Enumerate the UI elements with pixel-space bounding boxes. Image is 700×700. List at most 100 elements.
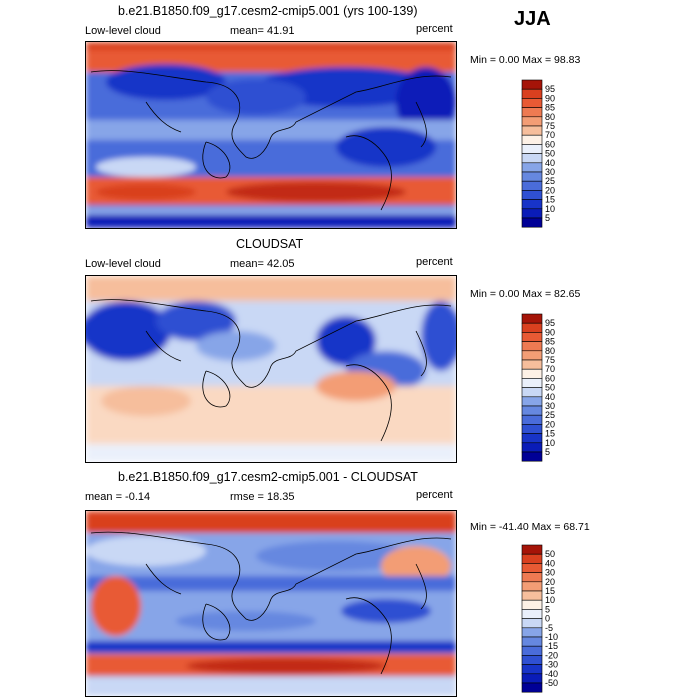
colorbar-tick-label: 10 xyxy=(545,204,555,214)
colorbar-swatch xyxy=(521,313,543,324)
colorbar-tick-label: 40 xyxy=(545,158,555,168)
colorbar-tick-label: 0 xyxy=(545,614,550,624)
colorbar-tick-label: 90 xyxy=(545,93,555,103)
colorbar-tick-label: -40 xyxy=(545,669,558,679)
colorbar-swatch xyxy=(521,609,543,619)
colorbar-tick-label: 60 xyxy=(545,139,555,149)
panel-2-colorbar: 95 90 85 80 75 70 60 50 40 30 25 20 15 10 5 xyxy=(521,313,592,463)
colorbar-tick-label: 90 xyxy=(545,327,555,337)
colorbar-tick-label: 20 xyxy=(545,185,555,195)
colorbar-tick-label: 10 xyxy=(545,438,555,448)
colorbar-tick-label: 5 xyxy=(545,213,550,223)
panel-3-title: b.e21.B1850.f09_g17.cesm2-cmip5.001 - CL… xyxy=(118,470,418,484)
panel-3-minmax: Min = -41.40 Max = 68.71 xyxy=(470,521,590,533)
colorbar-swatch xyxy=(521,599,543,610)
colorbar-swatch xyxy=(521,190,543,200)
panel-2-map xyxy=(85,275,457,463)
colorbar-tick-label: 40 xyxy=(545,392,555,402)
colorbar-tick-label: 30 xyxy=(545,401,555,411)
colorbar-tick-label: 60 xyxy=(545,373,555,383)
colorbar-swatch xyxy=(521,350,543,361)
panel-1-mean-label: mean= 41.91 xyxy=(230,25,295,37)
season-label: JJA xyxy=(514,8,551,30)
colorbar-tick-label: 85 xyxy=(545,103,555,113)
colorbar-tick-label: 70 xyxy=(545,364,555,374)
colorbar-swatch xyxy=(521,171,543,182)
colorbar-tick-label: 30 xyxy=(545,167,555,177)
colorbar-swatch xyxy=(521,645,543,656)
colorbar-swatch xyxy=(521,405,543,416)
colorbar-swatch xyxy=(521,359,543,370)
colorbar-tick-label: 15 xyxy=(545,195,555,205)
colorbar-swatch xyxy=(521,116,543,127)
colorbar-tick-label: 95 xyxy=(545,84,555,94)
colorbar-swatch xyxy=(521,79,543,90)
colorbar-swatch xyxy=(521,162,543,173)
panel-1-title: b.e21.B1850.f09_g17.cesm2-cmip5.001 (yrs… xyxy=(118,4,418,18)
colorbar-swatch xyxy=(521,544,543,555)
colorbar-tick-label: 70 xyxy=(545,130,555,140)
colorbar-swatch xyxy=(521,199,543,210)
colorbar-swatch xyxy=(521,368,543,379)
panel-2-minmax: Min = 0.00 Max = 82.65 xyxy=(470,288,581,300)
colorbar-swatch xyxy=(521,134,543,145)
colorbar-swatch xyxy=(521,88,543,99)
panel-3-map xyxy=(85,510,457,697)
colorbar-swatch xyxy=(521,332,543,342)
colorbar-swatch xyxy=(521,125,543,136)
colorbar-swatch xyxy=(521,433,543,444)
colorbar-tick-label: 75 xyxy=(545,121,555,131)
panel-3-colorbar: 50 40 30 20 15 10 5 0 -5 -10 -15 -20 -30 -40 -50 xyxy=(521,544,592,694)
colorbar-tick-label: -5 xyxy=(545,623,553,633)
colorbar-tick-label: 85 xyxy=(545,337,555,347)
panel-3-units-label: percent xyxy=(416,489,453,501)
colorbar-tick-label: -15 xyxy=(545,641,558,651)
colorbar-swatch xyxy=(521,451,543,462)
colorbar-swatch xyxy=(521,387,543,398)
panel-2-coastlines xyxy=(90,299,452,442)
colorbar-swatch xyxy=(521,378,543,388)
colorbar-swatch xyxy=(521,442,543,453)
colorbar-swatch xyxy=(521,144,543,154)
colorbar-swatch xyxy=(521,341,543,352)
colorbar-swatch xyxy=(521,217,543,228)
colorbar-tick-label: 10 xyxy=(545,595,555,605)
colorbar-swatch xyxy=(521,180,543,191)
panel-1-variable-label: Low-level cloud xyxy=(85,25,161,37)
panel-2-mean-label: mean= 42.05 xyxy=(230,258,295,270)
colorbar-swatch xyxy=(521,424,543,434)
colorbar-tick-label: 50 xyxy=(545,149,555,159)
colorbar-tick-label: -20 xyxy=(545,650,558,660)
panel-1-colorbar: 95 90 85 80 75 70 60 50 40 30 25 20 15 10 5 xyxy=(521,79,592,229)
panel-1-minmax: Min = 0.00 Max = 98.83 xyxy=(470,54,581,66)
colorbar-tick-label: 20 xyxy=(545,419,555,429)
colorbar-swatch xyxy=(521,590,543,601)
colorbar-swatch xyxy=(521,618,543,629)
colorbar-tick-label: 40 xyxy=(545,558,555,568)
panel-1-coastlines xyxy=(90,70,452,211)
colorbar-tick-label: 25 xyxy=(545,410,555,420)
colorbar-tick-label: 25 xyxy=(545,176,555,186)
colorbar-swatch xyxy=(521,107,543,118)
colorbar-swatch xyxy=(521,153,543,164)
panel-3-coastlines xyxy=(90,531,452,675)
colorbar-tick-label: 95 xyxy=(545,318,555,328)
colorbar-swatch xyxy=(521,208,543,219)
colorbar-tick-label: -10 xyxy=(545,632,558,642)
colorbar-swatch xyxy=(521,673,543,684)
colorbar-tick-label: -50 xyxy=(545,678,558,688)
panel-3-mean-label: mean = -0.14 xyxy=(85,491,151,503)
colorbar-swatch xyxy=(521,581,543,592)
colorbar-swatch xyxy=(521,572,543,583)
panel-1-units-label: percent xyxy=(416,23,453,35)
colorbar-tick-label: -30 xyxy=(545,660,558,670)
colorbar-tick-label: 80 xyxy=(545,346,555,356)
colorbar-swatch xyxy=(521,322,543,333)
panel-2-variable-label: Low-level cloud xyxy=(85,258,161,270)
colorbar-swatch xyxy=(521,396,543,407)
colorbar-tick-label: 20 xyxy=(545,577,555,587)
colorbar-tick-label: 15 xyxy=(545,586,555,596)
